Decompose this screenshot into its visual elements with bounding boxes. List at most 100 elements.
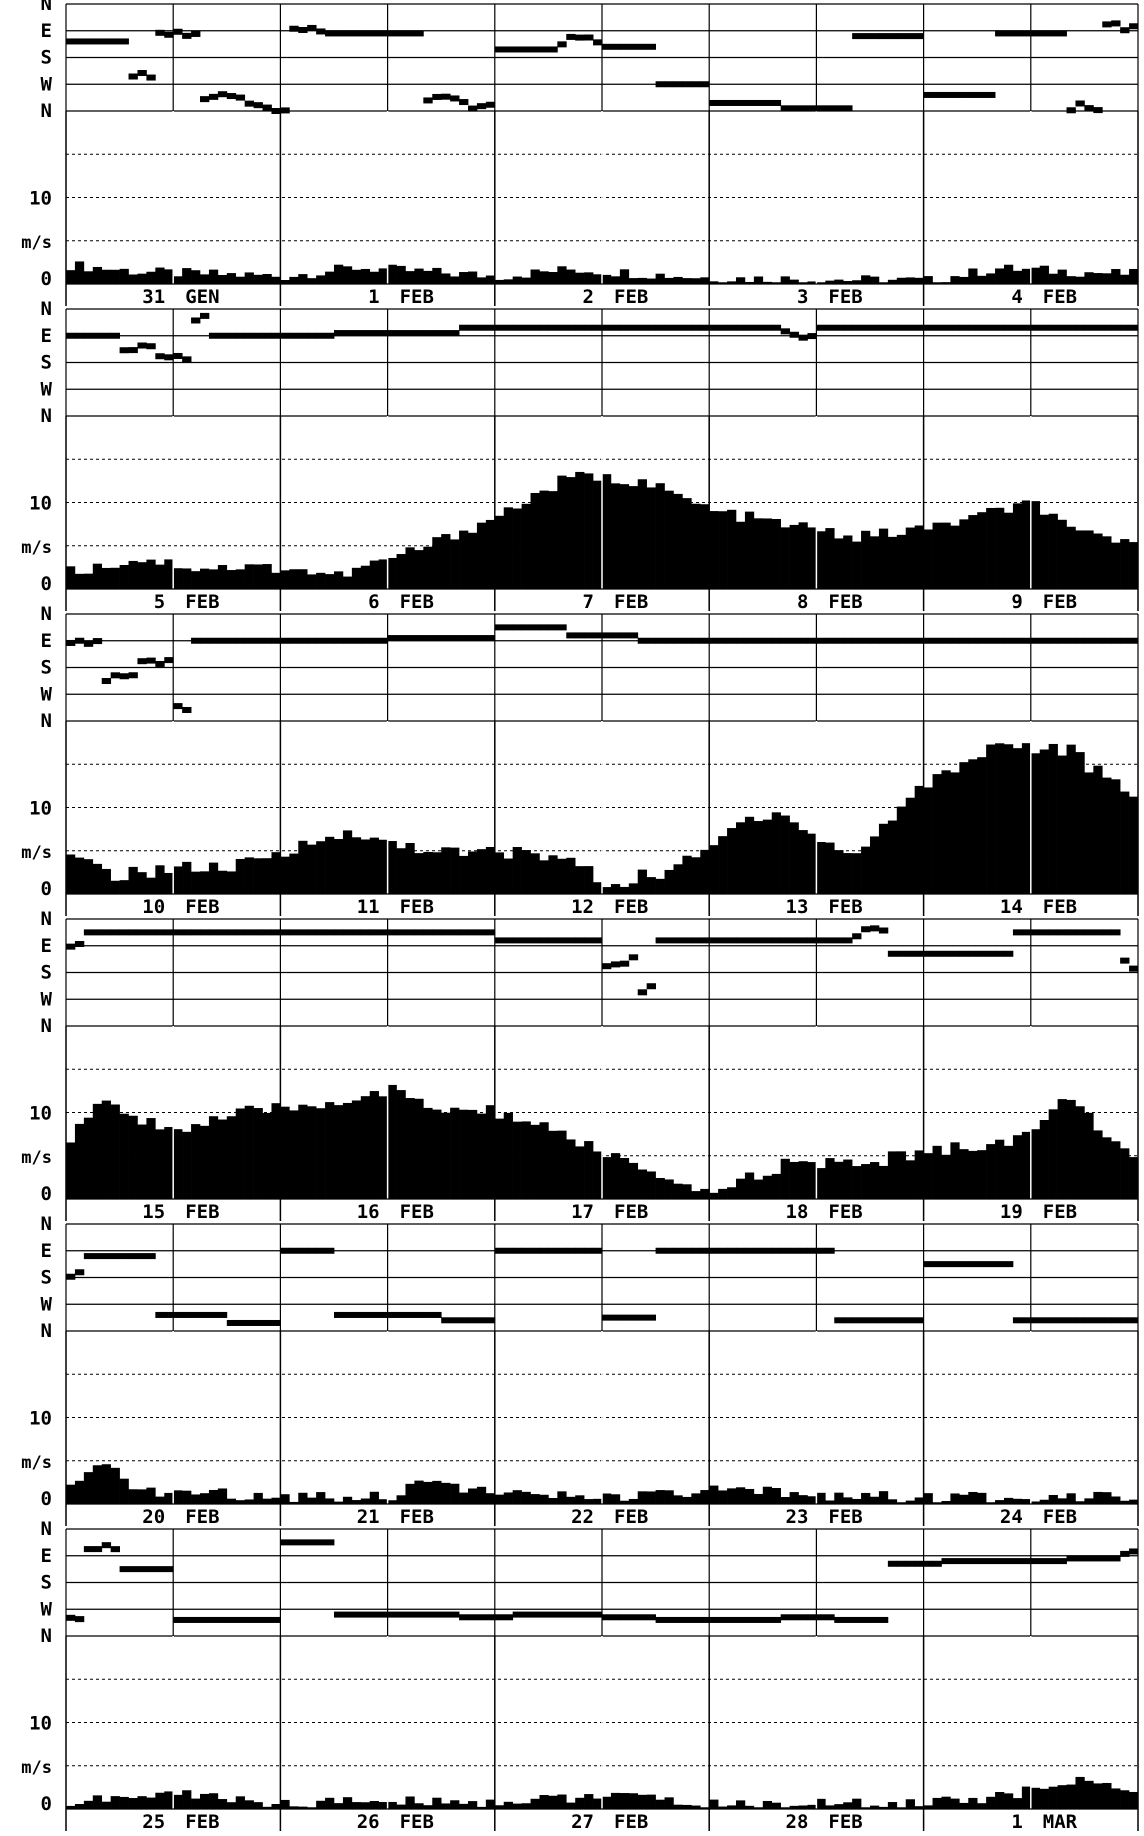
direction-point [941,637,951,644]
speed-bar [110,1467,120,1504]
direction-point [369,637,380,644]
speed-bar [744,281,755,284]
speed-bar [92,1103,103,1199]
speed-bar [137,273,147,284]
speed-bar [101,567,111,589]
speed-bar [834,1804,844,1809]
speed-bar [459,1803,469,1809]
direction-point [342,30,353,37]
speed-bar [432,267,442,284]
speed-bar [977,757,987,894]
speed-bar [628,1793,639,1809]
speed-bar [557,266,567,284]
direction-point [351,1611,362,1618]
speed-bar [584,1499,594,1504]
speed-bar [762,1486,773,1504]
speed-bar [557,1491,567,1504]
speed-bar [414,853,424,894]
direction-point [316,28,326,35]
speed-bar [637,479,647,589]
speed-bar [414,1803,424,1809]
direction-point [494,1614,505,1621]
date-month-label: FEB [400,1811,434,1833]
speed-bar [852,1498,862,1504]
speed-bar [700,1490,710,1504]
direction-point [852,1317,862,1324]
speed-bar [718,282,728,284]
direction-point [83,929,94,936]
direction-point [1048,929,1058,936]
direction-point [861,324,871,331]
direction-point [191,30,201,37]
direction-point [887,1560,898,1567]
direction-point [110,672,120,679]
direction-point [280,332,290,339]
direction-point [191,1311,201,1318]
speed-bar [1129,1157,1139,1199]
direction-label: N [41,908,52,930]
direction-point [423,929,433,936]
direction-point [414,1611,424,1618]
direction-point [843,324,853,331]
direction-label: E [41,935,52,957]
direction-label: W [41,1598,53,1620]
speed-bar [950,1142,960,1199]
speed-bar [1066,1784,1076,1809]
date-month-label: MAR [1043,1811,1078,1833]
direction-point [342,1611,353,1618]
direction-point [396,30,406,37]
speed-bar [744,511,755,589]
direction-point [1012,1317,1023,1324]
speed-bar [164,269,174,284]
speed-bar [539,1795,549,1809]
speed-bar [887,820,898,894]
direction-point [92,929,103,936]
direction-point [566,324,576,331]
speed-tick-label: 0 [41,878,52,900]
speed-bar [968,1797,978,1809]
direction-point [637,1614,648,1621]
direction-point [441,635,451,642]
direction-point [378,929,388,936]
speed-bar [369,1491,379,1504]
speed-bar [307,1106,317,1199]
speed-bar [146,271,156,284]
date-day-label: 26 [357,1811,380,1833]
speed-bar [753,518,764,589]
direction-point [182,1311,192,1318]
direction-point [66,639,76,646]
speed-bar [280,570,290,589]
speed-bar [298,1806,308,1809]
date-month-label: FEB [1043,591,1077,613]
speed-bar [226,871,237,894]
direction-point [334,637,344,644]
speed-bar [682,855,692,894]
speed-bar [1120,274,1130,284]
direction-point [226,93,237,100]
direction-point [798,637,808,644]
direction-point [852,33,862,40]
speed-bar [896,534,907,589]
speed-bar [744,816,755,894]
speed-bar [316,572,326,589]
direction-point [164,1311,174,1318]
date-month-label: FEB [1043,896,1077,918]
direction-point [485,101,496,108]
speed-bar [521,277,531,284]
direction-point [155,1311,165,1318]
speed-bar [494,1118,505,1199]
direction-point [816,937,826,944]
direction-point [709,1616,719,1623]
speed-bar [74,573,85,589]
speed-bar [566,1139,576,1199]
direction-point [727,99,737,106]
date-month-label: FEB [828,1201,862,1223]
speed-bar [807,527,817,589]
date-day-label: 24 [1000,1506,1023,1528]
direction-point [1093,1555,1103,1562]
direction-point [923,950,933,957]
speed-bar [387,1801,397,1809]
speed-bar [1021,743,1032,894]
direction-point [342,929,353,936]
